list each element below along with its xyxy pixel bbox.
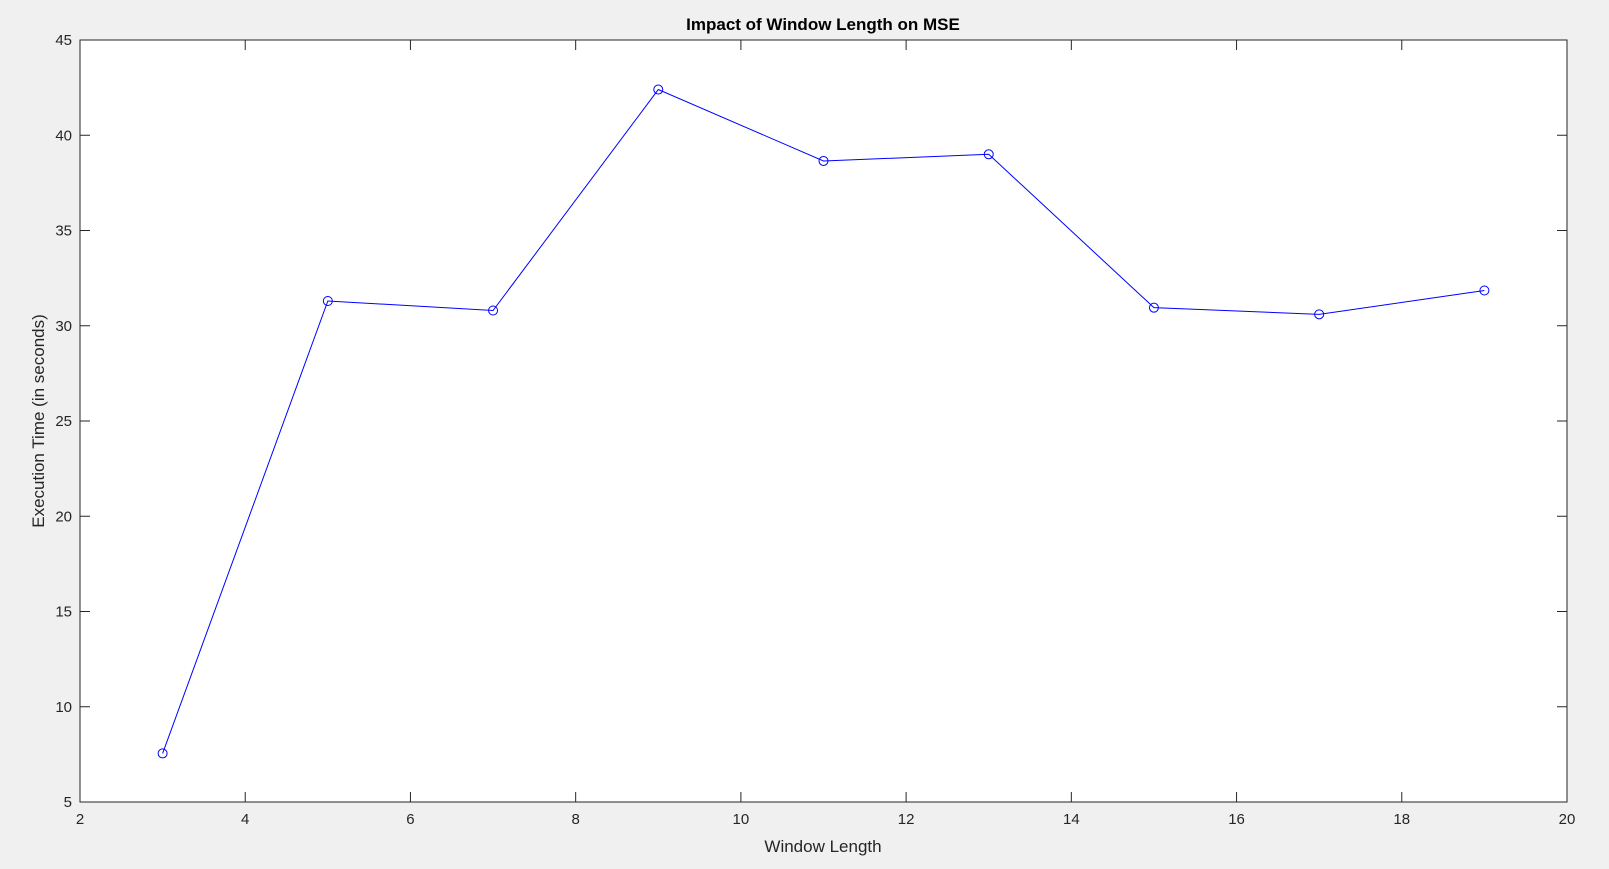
x-tick-label: 20 bbox=[1559, 811, 1576, 828]
data-point-marker bbox=[322, 295, 333, 306]
y-tick-label: 35 bbox=[55, 223, 72, 240]
y-tick-label: 40 bbox=[55, 127, 72, 144]
y-tick-label: 5 bbox=[64, 794, 72, 811]
x-tick-label: 16 bbox=[1228, 811, 1245, 828]
data-point-marker bbox=[1479, 285, 1490, 296]
data-point-marker bbox=[1148, 302, 1159, 313]
y-tick-label: 25 bbox=[55, 413, 72, 430]
x-tick-label: 6 bbox=[406, 811, 414, 828]
x-tick-label: 2 bbox=[76, 811, 84, 828]
y-tick-label: 45 bbox=[55, 32, 72, 49]
data-point-marker bbox=[157, 748, 168, 759]
x-tick-label: 14 bbox=[1063, 811, 1080, 828]
data-point-marker bbox=[818, 155, 829, 166]
x-tick-label: 8 bbox=[571, 811, 579, 828]
data-point-marker bbox=[983, 149, 994, 160]
y-tick-label: 10 bbox=[55, 699, 72, 716]
data-point-marker bbox=[1314, 309, 1325, 320]
x-tick-label: 4 bbox=[241, 811, 249, 828]
x-tick-label: 10 bbox=[733, 811, 750, 828]
y-tick-label: 30 bbox=[55, 318, 72, 335]
axes-frame bbox=[79, 39, 1568, 803]
x-tick-label: 12 bbox=[898, 811, 915, 828]
y-tick-label: 15 bbox=[55, 604, 72, 621]
data-point-marker bbox=[488, 305, 499, 316]
series-layer bbox=[157, 84, 1490, 759]
plot-area bbox=[80, 40, 1567, 802]
axis-ticks: 2 4 6 8 10 12 14 16 18 20 5 10 15 20 25 30 35 40 45 bbox=[55, 32, 1575, 828]
data-point-marker bbox=[653, 84, 664, 95]
y-axis-title: Execution Time (in seconds) bbox=[29, 314, 48, 528]
chart-title: Impact of Window Length on MSE bbox=[686, 15, 960, 34]
series-line bbox=[162, 88, 1485, 754]
y-tick-label: 20 bbox=[55, 508, 72, 525]
x-axis-title: Window Length bbox=[764, 837, 881, 856]
x-tick-label: 18 bbox=[1393, 811, 1410, 828]
